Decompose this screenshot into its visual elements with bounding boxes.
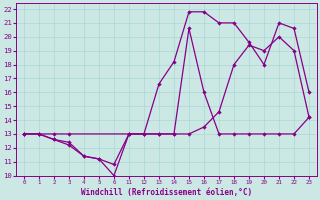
X-axis label: Windchill (Refroidissement éolien,°C): Windchill (Refroidissement éolien,°C)	[81, 188, 252, 197]
